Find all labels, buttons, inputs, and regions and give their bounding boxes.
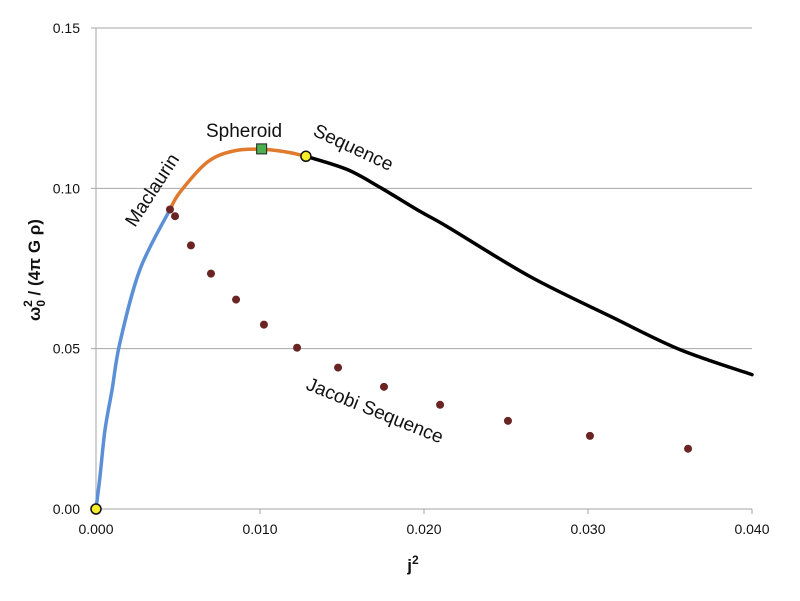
y-tick-label: 0.10 <box>53 180 80 196</box>
markers-layer <box>90 143 312 515</box>
annotation-jacobi-sequence: Jacobi Sequence <box>303 374 446 448</box>
x-tick-label: 0.010 <box>242 521 277 537</box>
jacobi-point <box>436 400 445 409</box>
jacobi-point <box>503 416 512 425</box>
series-layer <box>94 147 754 511</box>
jacobi-point <box>206 269 215 278</box>
x-tick-label: 0.030 <box>570 521 605 537</box>
x-tick-label: 0.020 <box>406 521 441 537</box>
tick-labels: 0.00 0.05 0.10 0.15 0.000 0.010 0.020 0.030 0.04… <box>53 20 770 537</box>
y-axis-sub: 0 <box>34 300 48 307</box>
series-line-2 <box>304 154 754 377</box>
x-axis-title: j2 <box>406 553 419 575</box>
series-line-0 <box>94 207 172 511</box>
y-tick-label: 0.15 <box>53 20 80 36</box>
jacobi-point <box>259 320 268 329</box>
y-tick-label: 0.05 <box>53 341 80 357</box>
jacobi-point <box>165 205 174 214</box>
marker-square <box>256 143 268 155</box>
annotation-sequence: Sequence <box>310 120 396 175</box>
x-tick-label: 0.040 <box>734 521 769 537</box>
marker-circle <box>300 150 312 163</box>
jacobi-point <box>186 241 195 250</box>
jacobi-point <box>334 363 343 372</box>
annotation-spheroid: Spheroid <box>206 121 282 142</box>
x-axis-title-base: j <box>406 556 412 575</box>
y-axis-title: ω02 / (4π G ρ) <box>21 219 48 321</box>
y-axis-sup: 2 <box>21 300 35 307</box>
y-axis-rest: / (4π G ρ) <box>25 219 44 300</box>
y-axis-omega: ω <box>25 307 44 321</box>
y-tick-label: 0.00 <box>53 501 80 517</box>
gridlines <box>96 27 752 350</box>
jacobi-point <box>171 212 180 221</box>
jacobi-point <box>585 431 594 440</box>
x-tick-label: 0.000 <box>78 521 113 537</box>
jacobi-point <box>293 343 302 352</box>
jacobi-point <box>684 444 693 453</box>
x-axis-title-sup: 2 <box>412 553 419 567</box>
jacobi-point <box>232 295 241 304</box>
marker-circle <box>90 503 102 515</box>
jacobi-point <box>379 382 388 391</box>
series-line-1 <box>168 147 308 212</box>
axes <box>91 27 753 514</box>
